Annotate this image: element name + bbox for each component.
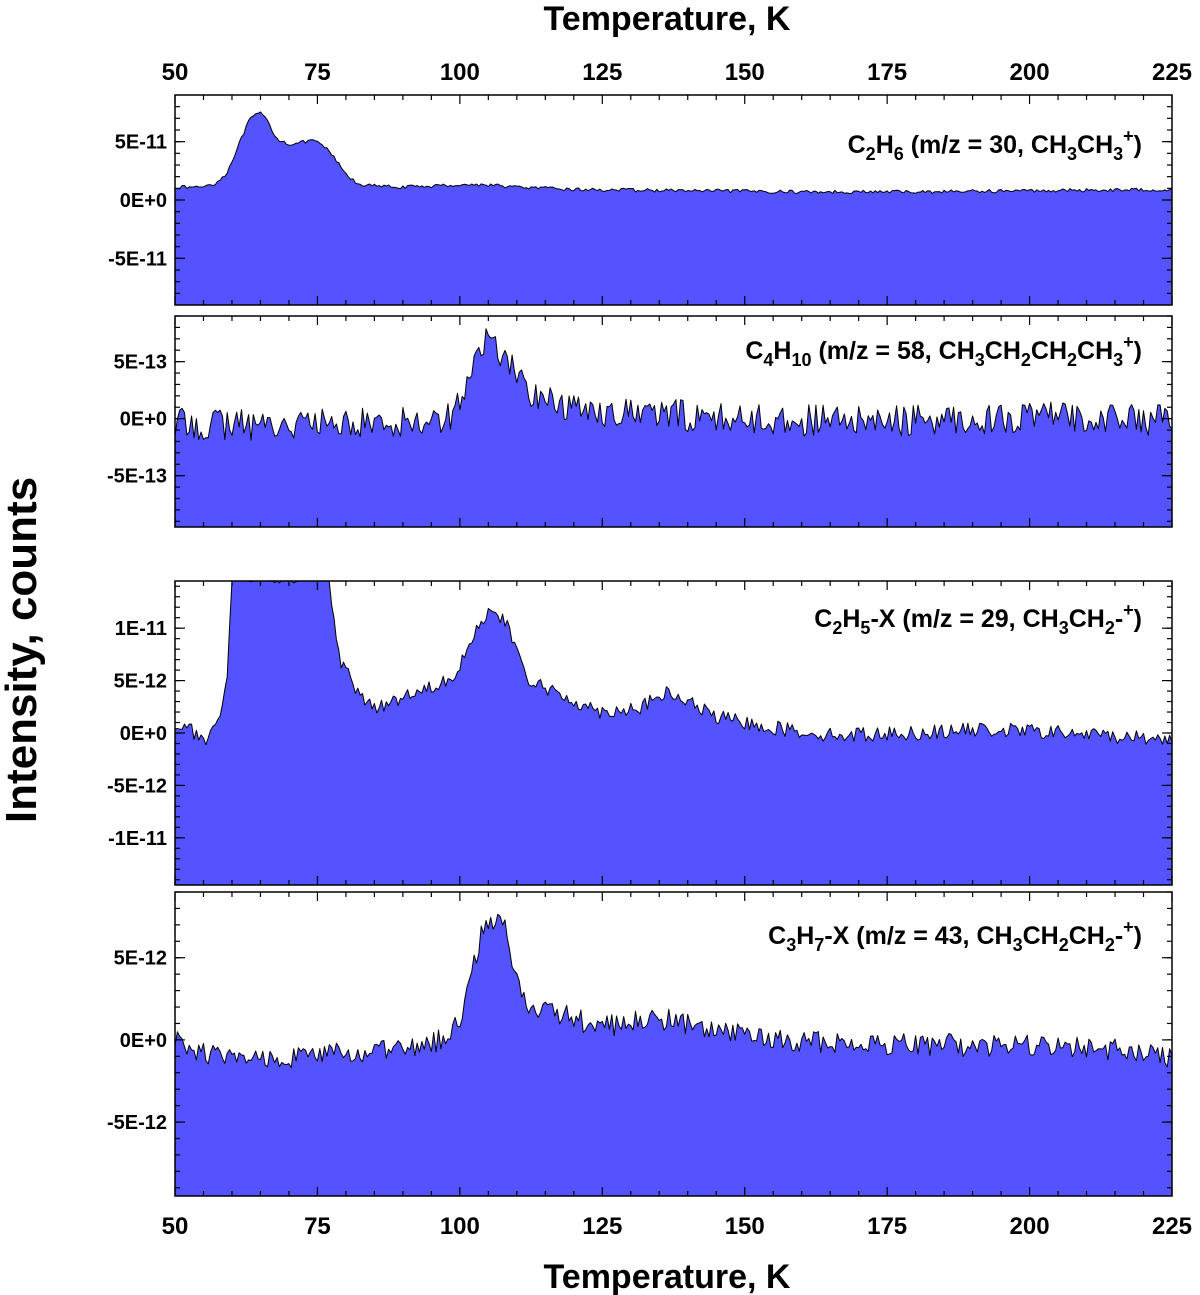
x-tick-label: 50 <box>162 1213 189 1240</box>
x-tick-label: 225 <box>1152 59 1192 86</box>
x-tick-label: 175 <box>867 59 907 86</box>
x-tick-label: 75 <box>304 59 331 86</box>
panel-label: C2H6 (m/z = 30, CH3CH3+) <box>848 126 1142 164</box>
y-tick-label: -5E-12 <box>107 775 167 797</box>
panel-label: C2H5-X (m/z = 29, CH3CH2-+) <box>814 600 1142 638</box>
x-tick-label: 200 <box>1010 1213 1050 1240</box>
panel-label: C3H7-X (m/z = 43, CH3CH2CH2-+) <box>768 917 1142 955</box>
bottom-x-tick-labels: 50 75 100 125 150 175 200 225 <box>162 1213 1192 1240</box>
x-tick-label: 125 <box>582 59 622 86</box>
y-tick-label: 5E-11 <box>115 132 167 154</box>
panel-3: 1E-11 5E-12 0E+0 -5E-12 -1E-11 C2H5-X (m/z = … <box>107 580 1173 886</box>
panel-4: 5E-12 0E+0 -5E-12 C3H7-X (m/z = 43, CH3CH2C… <box>107 891 1173 1197</box>
panel-frame <box>174 891 1173 1197</box>
y-tick-label: -5E-11 <box>108 248 167 270</box>
y-tick-label: -5E-13 <box>107 466 167 488</box>
y-tick-label: 0E+0 <box>120 723 167 745</box>
series-area <box>175 913 1172 1196</box>
x-tick-label: 200 <box>1010 59 1050 86</box>
panel-1: 5E-11 0E+0 -5E-11 C2H6 (m/z = 30, CH3CH3+) <box>108 94 1173 306</box>
x-tick-label: 75 <box>304 1213 331 1240</box>
panel-label: C4H10 (m/z = 58, CH3CH2CH2CH3+) <box>745 332 1142 370</box>
top-x-tick-labels: 50 75 100 125 150 175 200 225 <box>162 59 1192 86</box>
y-tick-label: -5E-12 <box>107 1112 167 1134</box>
y-tick-label: 0E+0 <box>120 409 167 431</box>
x-tick-label: 125 <box>582 1213 622 1240</box>
y-tick-label: 1E-11 <box>115 618 167 640</box>
top-axis-title: Temperature, K <box>544 0 791 38</box>
y-tick-label: 0E+0 <box>120 190 167 212</box>
series-area <box>175 581 1172 885</box>
y-tick-label: -1E-11 <box>108 828 167 850</box>
y-tick-label: 5E-12 <box>114 671 167 693</box>
y-tick-label: 5E-12 <box>114 948 167 970</box>
bottom-axis-title: Temperature, K <box>544 1258 791 1295</box>
x-tick-label: 150 <box>725 59 765 86</box>
panel-frame <box>174 315 1173 528</box>
x-tick-label: 175 <box>867 1213 907 1240</box>
y-axis-title: Intensity, counts <box>0 477 46 823</box>
panel-2: 5E-13 0E+0 -5E-13 C4H10 (m/z = 58, CH3CH2CH… <box>107 315 1173 528</box>
x-tick-label: 100 <box>440 59 480 86</box>
x-tick-label: 225 <box>1152 1213 1192 1240</box>
y-tick-label: 5E-13 <box>114 352 167 374</box>
x-tick-label: 50 <box>162 59 189 86</box>
y-tick-label: 0E+0 <box>120 1030 167 1052</box>
series-area <box>175 111 1172 305</box>
series-area <box>175 328 1172 527</box>
x-tick-label: 100 <box>440 1213 480 1240</box>
x-tick-label: 150 <box>725 1213 765 1240</box>
